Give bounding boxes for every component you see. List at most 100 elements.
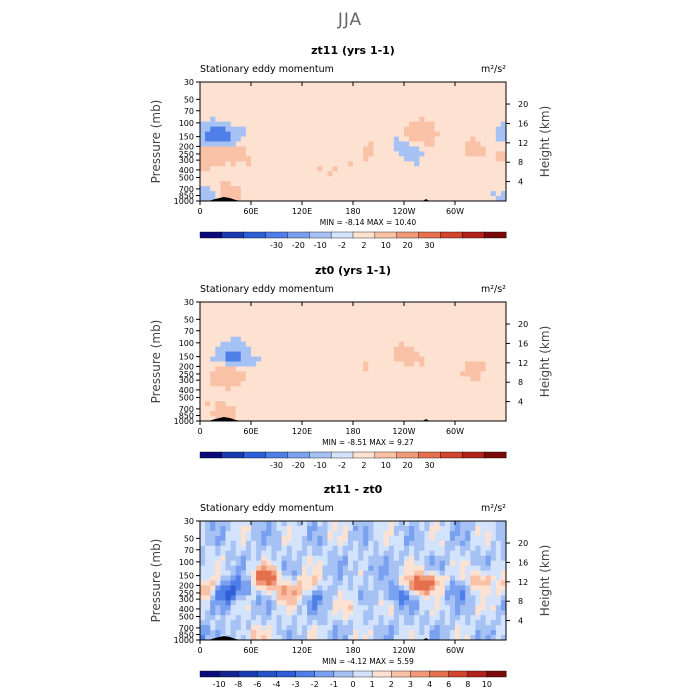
colorbar-label: -10 (314, 241, 327, 250)
heatmap-cell (480, 371, 486, 377)
heatmap-cell (404, 600, 410, 606)
heatmap-cell (245, 196, 252, 202)
heatmap-cell (353, 406, 359, 412)
heatmap-cell (353, 151, 359, 157)
heatmap-cell (480, 191, 486, 197)
heatmap-cell (409, 166, 415, 172)
heatmap-cell (307, 321, 313, 328)
heatmap-cell (291, 351, 298, 357)
heatmap-cell (398, 635, 405, 641)
heatmap-cell (429, 346, 435, 352)
heatmap-cell (225, 550, 231, 557)
heatmap-cell (302, 111, 308, 118)
heatmap-cell (266, 306, 272, 313)
heatmap-cell (307, 580, 313, 586)
panel-title: zt11 (yrs 1-1) (311, 44, 395, 57)
heatmap-cell (347, 321, 354, 328)
heatmap-cell (475, 356, 481, 362)
heatmap-cell (317, 186, 323, 192)
heatmap-cell (251, 610, 257, 616)
heatmap-cell (230, 146, 237, 152)
heatmap-cell (460, 550, 466, 557)
heatmap-cell (353, 585, 359, 591)
heatmap-cell (393, 376, 400, 382)
heatmap-cell (342, 530, 349, 537)
heatmap-cell (434, 525, 441, 532)
heatmap-cell (393, 186, 400, 192)
heatmap-cell (240, 171, 247, 177)
heatmap-cell (235, 121, 242, 128)
heatmap-cell (245, 615, 252, 621)
heatmap-cell (424, 171, 430, 177)
heatmap-cell (251, 371, 257, 377)
heatmap-cell (296, 545, 303, 552)
heatmap-cell (261, 321, 267, 328)
heatmap-cell (353, 331, 359, 338)
heatmap-cell (358, 131, 364, 137)
heatmap-cell (363, 316, 369, 323)
heatmap-cell (465, 595, 471, 601)
heatmap-cell (490, 590, 497, 596)
heatmap-cell (210, 191, 216, 197)
heatmap-cell (388, 396, 395, 402)
heatmap-cell (225, 545, 231, 552)
heatmap-cell (424, 106, 430, 113)
heatmap-cell (444, 302, 451, 308)
heatmap-cell (210, 386, 216, 392)
heatmap-cell (327, 406, 333, 412)
heatmap-cell (307, 545, 313, 552)
heatmap-cell (398, 381, 405, 387)
heatmap-cell (460, 535, 466, 542)
heatmap-cell (495, 540, 502, 547)
heatmap-cell (235, 625, 242, 631)
heatmap-cell (317, 521, 323, 527)
heatmap-cell (286, 620, 293, 626)
heatmap-cell (500, 540, 507, 547)
heatmap-cell (393, 575, 400, 581)
heatmap-cell (414, 131, 420, 137)
heatmap-cell (378, 595, 384, 601)
heatmap-cell (373, 545, 379, 552)
heatmap-cell (317, 111, 323, 118)
heatmap-cell (388, 341, 395, 348)
heatmap-cell (251, 331, 257, 338)
heatmap-cell (444, 590, 451, 596)
heatmap-cell (347, 565, 354, 571)
heatmap-cell (378, 111, 384, 118)
heatmap-cell (281, 560, 288, 567)
heatmap-cell (353, 396, 359, 402)
heatmap-cell (322, 575, 328, 581)
heatmap-cell (470, 575, 476, 581)
heatmap-cell (363, 126, 369, 132)
heatmap-cell (388, 321, 395, 328)
heatmap-cell (281, 535, 288, 542)
heatmap-cell (225, 351, 231, 357)
heatmap-cell (215, 126, 221, 132)
heatmap-cell (398, 356, 405, 362)
heatmap-cell (205, 590, 211, 596)
heatmap-cell (286, 321, 293, 328)
heatmap-cell (286, 311, 293, 318)
heatmap-cell (276, 386, 282, 392)
heatmap-cell (347, 550, 354, 557)
heatmap-cell (337, 560, 344, 567)
heatmap-cell (393, 171, 400, 177)
heatmap-cell (220, 191, 226, 197)
heatmap-cell (261, 530, 267, 537)
heatmap-cell (302, 391, 308, 397)
heatmap-cell (296, 575, 303, 581)
heatmap-cell (439, 146, 446, 152)
heatmap-cell (363, 555, 369, 562)
heatmap-cell (465, 570, 471, 576)
heatmap-cell (419, 146, 425, 152)
colorbar-label: 10 (482, 680, 492, 689)
heatmap-cell (215, 560, 221, 567)
heatmap-cell (439, 535, 446, 542)
heatmap-cell (439, 196, 446, 202)
heatmap-cell (363, 361, 369, 367)
heatmap-cell (419, 311, 425, 318)
heatmap-cell (368, 396, 374, 402)
heatmap-cell (230, 401, 237, 407)
heatmap-cell (281, 166, 288, 172)
heatmap-cell (337, 565, 344, 571)
